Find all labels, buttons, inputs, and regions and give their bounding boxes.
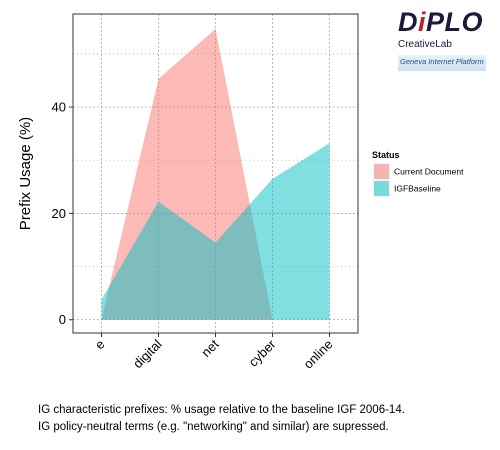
x-tick-label: cyber <box>246 336 280 370</box>
legend-label: Current Document <box>394 167 464 177</box>
logo-banner: Geneva Internet Platform <box>398 55 486 71</box>
logo-subtitle: CreativeLab <box>398 39 452 50</box>
y-axis-title: Prefix Usage (%) <box>17 117 34 230</box>
caption-line-1: IG characteristic prefixes: % usage rela… <box>38 404 405 416</box>
y-tick-label: 40 <box>52 100 66 115</box>
legend-key <box>374 181 389 196</box>
legend-title: Status <box>372 150 400 160</box>
y-tick-label: 0 <box>59 312 66 327</box>
legend-key <box>374 164 389 179</box>
legend-label: IGFBaseline <box>394 184 441 194</box>
area-series <box>101 28 330 320</box>
x-axis-ticks: e digital net cyber online <box>92 333 336 372</box>
x-tick-label: online <box>300 337 335 372</box>
figure-caption: IG characteristic prefixes: % usage rela… <box>38 402 405 436</box>
logo-brand-suffix: PLO <box>426 7 484 37</box>
x-tick-label: digital <box>130 336 165 371</box>
area-igfbaseline <box>101 143 330 320</box>
caption-line-2: IG policy-neutral terms (e.g. "networkin… <box>38 421 389 433</box>
y-axis-ticks: 0 20 40 <box>52 100 73 327</box>
logo-brand-accent: i <box>418 7 427 37</box>
x-tick-label: net <box>198 336 222 360</box>
diplo-logo: DiPLO CreativeLab Geneva Internet Platfo… <box>398 8 490 71</box>
y-tick-label: 20 <box>52 206 66 221</box>
logo-wordmark: DiPLO <box>398 8 490 36</box>
logo-banner-text: Geneva Internet Platform <box>400 57 484 66</box>
legend: Status Current Document IGFBaseline <box>372 150 464 197</box>
logo-brand-prefix: D <box>398 7 418 37</box>
x-tick-label: e <box>92 337 108 353</box>
